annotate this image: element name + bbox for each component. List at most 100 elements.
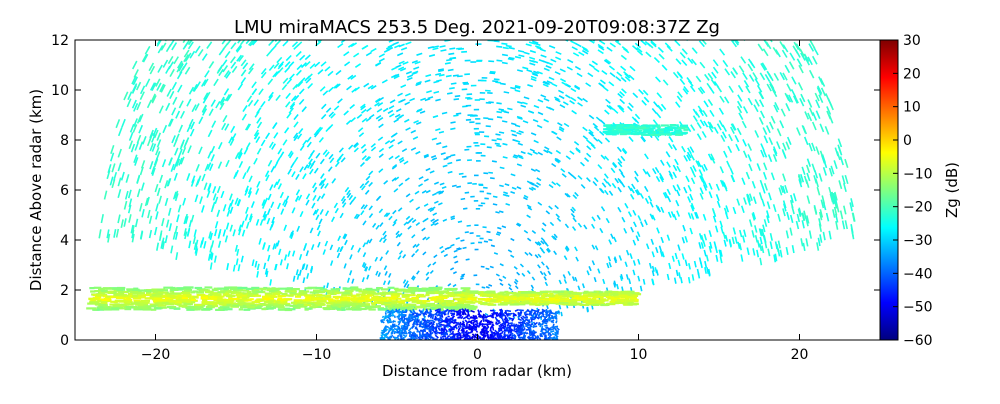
- reflectivity-gate: [460, 278, 463, 279]
- reflectivity-gate: [551, 59, 557, 61]
- reflectivity-gate: [649, 196, 652, 201]
- reflectivity-gate: [594, 178, 598, 182]
- reflectivity-gate: [587, 140, 591, 144]
- reflectivity-gate: [642, 100, 646, 105]
- reflectivity-gate: [412, 254, 415, 257]
- reflectivity-gate: [817, 242, 819, 250]
- reflectivity-gate: [729, 134, 732, 141]
- reflectivity-gate: [845, 220, 847, 229]
- reflectivity-gate: [329, 154, 333, 159]
- reflectivity-gate: [524, 311, 527, 313]
- reflectivity-gate: [400, 251, 403, 255]
- reflectivity-gate: [541, 55, 547, 57]
- reflectivity-gate: [535, 46, 541, 48]
- reflectivity-gate: [654, 58, 659, 63]
- reflectivity-gate: [320, 209, 323, 214]
- reflectivity-gate: [581, 162, 585, 166]
- reflectivity-gate: [688, 197, 691, 203]
- reflectivity-gate: [588, 73, 593, 76]
- reflectivity-gate: [365, 181, 369, 185]
- reflectivity-gate: [338, 44, 343, 48]
- reflectivity-gate: [303, 174, 306, 179]
- reflectivity-gate: [515, 279, 518, 282]
- reflectivity-gate: [304, 165, 307, 170]
- reflectivity-gate: [583, 99, 588, 102]
- reflectivity-gate: [402, 310, 404, 311]
- reflectivity-gate: [573, 227, 576, 231]
- reflectivity-gate: [698, 269, 699, 275]
- reflectivity-gate: [247, 166, 250, 172]
- reflectivity-gate: [440, 46, 446, 47]
- reflectivity-gate: [329, 87, 334, 91]
- reflectivity-gate: [321, 159, 325, 164]
- reflectivity-gate: [794, 193, 796, 201]
- reflectivity-gate: [441, 251, 444, 253]
- reflectivity-gate: [283, 140, 287, 146]
- reflectivity-gate: [258, 264, 259, 270]
- reflectivity-gate: [796, 50, 800, 58]
- reflectivity-gate: [254, 158, 257, 164]
- reflectivity-gate: [736, 144, 739, 151]
- reflectivity-gate: [138, 189, 140, 197]
- reflectivity-gate: [673, 185, 676, 191]
- reflectivity-gate: [158, 188, 160, 196]
- reflectivity-gate: [643, 169, 646, 174]
- reflectivity-gate: [584, 225, 587, 229]
- reflectivity-gate: [689, 263, 690, 269]
- reflectivity-gate: [325, 183, 328, 188]
- reflectivity-gate: [506, 46, 512, 47]
- reflectivity-gate: [449, 48, 455, 49]
- reflectivity-gate: [101, 214, 103, 223]
- reflectivity-gate: [458, 326, 459, 328]
- reflectivity-gate: [492, 161, 497, 162]
- reflectivity-gate: [442, 113, 447, 114]
- reflectivity-gate: [386, 251, 389, 255]
- reflectivity-gate: [172, 82, 176, 89]
- reflectivity-gate: [689, 277, 690, 283]
- reflectivity-gate: [636, 236, 638, 241]
- reflectivity-gate: [762, 246, 764, 253]
- reflectivity-gate: [844, 206, 846, 215]
- reflectivity-gate: [557, 328, 560, 331]
- reflectivity-gate: [375, 257, 377, 261]
- reflectivity-gate: [307, 194, 310, 199]
- reflectivity-gate: [692, 274, 693, 280]
- reflectivity-gate: [684, 156, 687, 162]
- reflectivity-gate: [544, 99, 549, 101]
- reflectivity-gate: [708, 73, 712, 79]
- reflectivity-gate: [148, 210, 150, 218]
- reflectivity-gate: [307, 273, 308, 279]
- reflectivity-gate: [661, 237, 663, 243]
- reflectivity-gate: [281, 209, 283, 215]
- reflectivity-gate: [307, 137, 311, 142]
- reflectivity-gate: [433, 316, 434, 319]
- reflectivity-gate: [787, 231, 789, 239]
- reflectivity-gate: [199, 147, 202, 154]
- reflectivity-gate: [456, 238, 460, 239]
- reflectivity-gate: [613, 109, 618, 113]
- reflectivity-gate: [638, 216, 641, 221]
- reflectivity-gate: [529, 253, 532, 256]
- reflectivity-gate: [216, 101, 220, 108]
- reflectivity-gate: [602, 207, 605, 212]
- reflectivity-gate: [657, 228, 659, 234]
- reflectivity-gate: [720, 166, 723, 173]
- reflectivity-gate: [204, 241, 206, 248]
- reflectivity-gate: [450, 313, 455, 314]
- reflectivity-gate: [568, 271, 570, 275]
- reflectivity-gate: [747, 194, 749, 201]
- reflectivity-gate: [453, 331, 454, 335]
- reflectivity-gate: [644, 279, 645, 285]
- reflectivity-gate: [332, 217, 335, 222]
- reflectivity-gate: [810, 108, 814, 116]
- reflectivity-gate: [401, 48, 407, 50]
- reflectivity-gate: [448, 163, 453, 164]
- reflectivity-gate: [771, 233, 773, 241]
- reflectivity-gate: [379, 59, 384, 62]
- reflectivity-gate: [497, 139, 502, 140]
- reflectivity-gate: [618, 207, 621, 212]
- reflectivity-gate: [363, 277, 365, 282]
- reflectivity-gate: [748, 144, 751, 151]
- reflectivity-gate: [839, 180, 841, 189]
- reflectivity-gate: [475, 334, 476, 336]
